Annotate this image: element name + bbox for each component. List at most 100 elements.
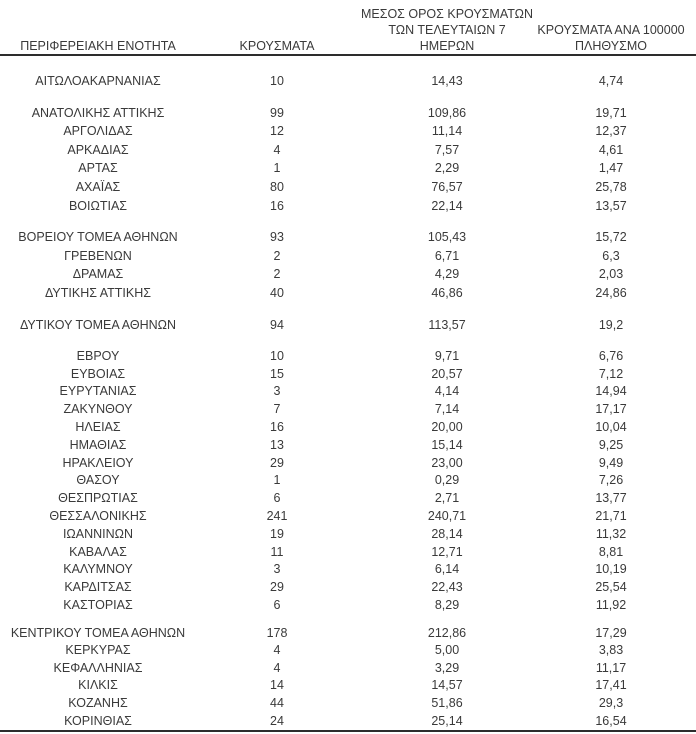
7day-average-cell: 105,43 bbox=[427, 230, 467, 245]
region-cell: ΑΙΤΩΛΟΑΚΑΡΝΑΝΙΑΣ bbox=[35, 74, 161, 89]
table-row: ΕΥΒΟΙΑΣ 15 20,57 7,12 bbox=[0, 365, 696, 383]
cases-cell: 7 bbox=[273, 402, 281, 417]
row-group: ΔΥΤΙΚΟΥ ΤΟΜΕΑ ΑΘΗΝΩΝ 94 113,57 19,2 bbox=[0, 316, 696, 335]
7day-average-cell: 25,14 bbox=[431, 713, 463, 728]
cases-cell: 16 bbox=[270, 198, 284, 213]
region-cell: ΚΟΡΙΝΘΙΑΣ bbox=[64, 713, 132, 728]
7day-average-cell: 23,00 bbox=[431, 455, 463, 470]
column-header-7day-average: ΜΕΣΟΣ ΟΡΟΣ ΚΡΟΥΣΜΑΤΩΝ ΤΩΝ ΤΕΛΕΥΤΑΙΩΝ 7 Η… bbox=[358, 6, 536, 54]
7day-average-cell: 113,57 bbox=[428, 317, 466, 332]
region-cell: ΘΕΣΣΑΛΟΝΙΚΗΣ bbox=[49, 508, 147, 523]
per-100k-cell: 4,74 bbox=[598, 74, 624, 89]
column-header-7day-average-line2: ΤΩΝ ΤΕΛΕΥΤΑΙΩΝ 7 bbox=[388, 23, 506, 37]
per-100k-cell: 10,04 bbox=[595, 419, 627, 434]
7day-average-cell: 4,14 bbox=[434, 384, 460, 399]
table-row: ΗΛΕΙΑΣ 16 20,00 10,04 bbox=[0, 418, 696, 436]
region-cell: ΚΕΝΤΡΙΚΟΥ ΤΟΜΕΑ ΑΘΗΝΩΝ bbox=[10, 625, 186, 640]
table-row: ΒΟΙΩΤΙΑΣ 16 22,14 13,57 bbox=[0, 197, 696, 216]
cases-cell: 29 bbox=[270, 455, 284, 470]
7day-average-cell: 109,86 bbox=[427, 105, 467, 120]
cases-cell: 4 bbox=[273, 660, 281, 675]
region-cell: ΔΥΤΙΚΗΣ ΑΤΤΙΚΗΣ bbox=[45, 285, 151, 300]
cases-cell: 16 bbox=[270, 419, 284, 434]
cases-cell: 29 bbox=[270, 580, 284, 595]
region-cell: ΚΑΒΑΛΑΣ bbox=[69, 544, 127, 559]
cases-cell: 44 bbox=[270, 696, 284, 710]
table-row: ΕΒΡΟΥ 10 9,71 6,76 bbox=[0, 347, 696, 365]
table-row: ΘΑΣΟΥ 1 0,29 7,26 bbox=[0, 472, 696, 490]
per-100k-cell: 15,72 bbox=[595, 230, 627, 245]
7day-average-cell: 6,71 bbox=[434, 248, 460, 263]
cases-cell: 1 bbox=[273, 473, 281, 488]
cases-cell: 3 bbox=[273, 562, 281, 577]
table-row: ΚΟΡΙΝΘΙΑΣ 24 25,14 16,54 bbox=[0, 712, 696, 730]
cases-cell: 99 bbox=[270, 105, 284, 120]
region-cell: ΗΡΑΚΛΕΙΟΥ bbox=[62, 455, 134, 470]
region-cell: ΙΩΑΝΝΙΝΩΝ bbox=[62, 526, 134, 541]
7day-average-cell: 28,14 bbox=[431, 526, 463, 541]
table-row: ΚΑΒΑΛΑΣ 11 12,71 8,81 bbox=[0, 543, 696, 561]
region-cell: ΚΕΡΚΥΡΑΣ bbox=[65, 643, 131, 658]
per-100k-cell: 8,81 bbox=[598, 544, 624, 559]
column-header-per-100k-line1: ΚΡΟΥΣΜΑΤΑ ΑΝΑ 100000 bbox=[537, 23, 685, 37]
per-100k-cell: 25,78 bbox=[595, 180, 627, 195]
per-100k-cell: 6,76 bbox=[598, 348, 624, 363]
per-100k-cell: 19,2 bbox=[598, 317, 624, 332]
region-cell: ΕΥΒΟΙΑΣ bbox=[70, 366, 126, 381]
table-row: ΙΩΑΝΝΙΝΩΝ 19 28,14 11,32 bbox=[0, 525, 696, 543]
cases-cell: 14 bbox=[270, 678, 284, 693]
column-header-region-label: ΠΕΡΙΦΕΡΕΙΑΚΗ ΕΝΟΤΗΤΑ bbox=[20, 39, 176, 53]
region-cell: ΗΛΕΙΑΣ bbox=[75, 419, 121, 434]
region-cell: ΑΡΚΑΔΙΑΣ bbox=[67, 142, 129, 157]
per-100k-cell: 25,54 bbox=[595, 580, 627, 595]
region-cell: ΖΑΚΥΝΘΟΥ bbox=[63, 402, 133, 417]
region-cell: ΔΡΑΜΑΣ bbox=[72, 267, 124, 282]
cases-cell: 6 bbox=[273, 597, 281, 612]
7day-average-cell: 9,71 bbox=[434, 348, 460, 363]
region-cell: ΚΑΛΥΜΝΟΥ bbox=[63, 562, 133, 577]
7day-average-cell: 11,14 bbox=[431, 124, 463, 139]
row-group: ΕΒΡΟΥ 10 9,71 6,76 ΕΥΒΟΙΑΣ 15 20,57 7,12… bbox=[0, 347, 696, 614]
per-100k-cell: 19,71 bbox=[595, 105, 627, 120]
cases-cell: 2 bbox=[273, 248, 281, 263]
region-cell: ΚΑΡΔΙΤΣΑΣ bbox=[64, 580, 132, 595]
cases-cell: 80 bbox=[270, 180, 284, 195]
7day-average-cell: 4,29 bbox=[434, 267, 460, 282]
7day-average-cell: 14,43 bbox=[431, 74, 463, 89]
per-100k-cell: 11,32 bbox=[595, 526, 627, 541]
7day-average-cell: 7,57 bbox=[434, 142, 460, 157]
row-group: ΚΕΝΤΡΙΚΟΥ ΤΟΜΕΑ ΑΘΗΝΩΝ 178 212,86 17,29 … bbox=[0, 624, 696, 730]
cases-cell: 3 bbox=[273, 384, 281, 399]
per-100k-cell: 4,61 bbox=[598, 142, 624, 157]
cases-cell: 94 bbox=[270, 317, 284, 332]
region-cell: ΗΜΑΘΙΑΣ bbox=[69, 437, 127, 452]
7day-average-cell: 22,14 bbox=[431, 198, 463, 213]
table-row: ΒΟΡΕΙΟΥ ΤΟΜΕΑ ΑΘΗΝΩΝ 93 105,43 15,72 bbox=[0, 228, 696, 247]
table-row: ΔΥΤΙΚΟΥ ΤΟΜΕΑ ΑΘΗΝΩΝ 94 113,57 19,2 bbox=[0, 316, 696, 335]
region-cell: ΚΟΖΑΝΗΣ bbox=[68, 696, 128, 710]
cases-cell: 1 bbox=[273, 161, 281, 176]
region-cell: ΕΥΡΥΤΑΝΙΑΣ bbox=[59, 384, 137, 399]
region-cell: ΚΙΛΚΙΣ bbox=[78, 678, 118, 693]
region-cell: ΒΟΡΕΙΟΥ ΤΟΜΕΑ ΑΘΗΝΩΝ bbox=[18, 230, 178, 245]
region-cell: ΑΝΑΤΟΛΙΚΗΣ ΑΤΤΙΚΗΣ bbox=[31, 105, 165, 120]
region-cell: ΘΕΣΠΡΩΤΙΑΣ bbox=[58, 491, 138, 506]
7day-average-cell: 14,57 bbox=[431, 678, 463, 693]
7day-average-cell: 76,57 bbox=[431, 180, 463, 195]
table-row: ΖΑΚΥΝΘΟΥ 7 7,14 17,17 bbox=[0, 401, 696, 419]
table-row: ΑΡΤΑΣ 1 2,29 1,47 bbox=[0, 159, 696, 178]
table-row: ΑΧΑΪΑΣ 80 76,57 25,78 bbox=[0, 178, 696, 197]
region-cell: ΑΧΑΪΑΣ bbox=[75, 180, 121, 195]
table-row: ΑΡΓΟΛΙΔΑΣ 12 11,14 12,37 bbox=[0, 122, 696, 141]
cases-cell: 15 bbox=[270, 366, 284, 381]
7day-average-cell: 12,71 bbox=[431, 544, 463, 559]
7day-average-cell: 6,14 bbox=[434, 562, 460, 577]
region-cell: ΑΡΓΟΛΙΔΑΣ bbox=[63, 124, 133, 139]
row-group: ΑΙΤΩΛΟΑΚΑΡΝΑΝΙΑΣ 10 14,43 4,74 bbox=[0, 72, 696, 91]
cases-cell: 2 bbox=[273, 267, 281, 282]
7day-average-cell: 46,86 bbox=[431, 285, 463, 300]
per-100k-cell: 29,3 bbox=[598, 696, 624, 710]
7day-average-cell: 2,29 bbox=[434, 161, 460, 176]
per-100k-cell: 12,37 bbox=[595, 124, 627, 139]
table-row: ΚΑΣΤΟΡΙΑΣ 6 8,29 11,92 bbox=[0, 596, 696, 614]
